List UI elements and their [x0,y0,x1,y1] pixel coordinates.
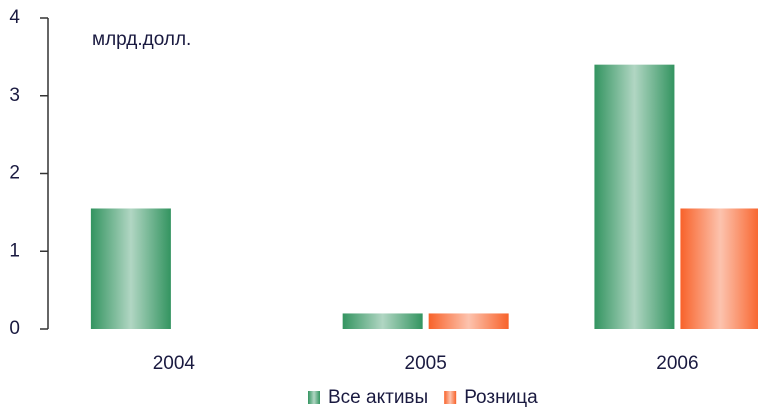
legend-swatch [308,391,320,404]
bar [342,313,423,329]
legend-label: Все активы [328,387,428,408]
bar [594,64,675,330]
legend-swatch [444,391,457,404]
bar [680,208,758,329]
x-tick-label: 2004 [153,353,196,374]
bar [90,208,171,329]
x-tick-label: 2005 [405,353,447,374]
y-tick-label: 2 [9,163,20,184]
x-tick-label: 2006 [656,353,698,374]
y-tick-label: 4 [9,7,20,28]
y-tick-label: 3 [9,85,20,106]
legend-label: Розница [464,387,538,408]
y-tick-label: 1 [9,240,20,261]
unit-annotation: млрд.долл. [92,29,191,50]
bar [428,313,509,329]
y-tick-label: 0 [9,318,20,339]
